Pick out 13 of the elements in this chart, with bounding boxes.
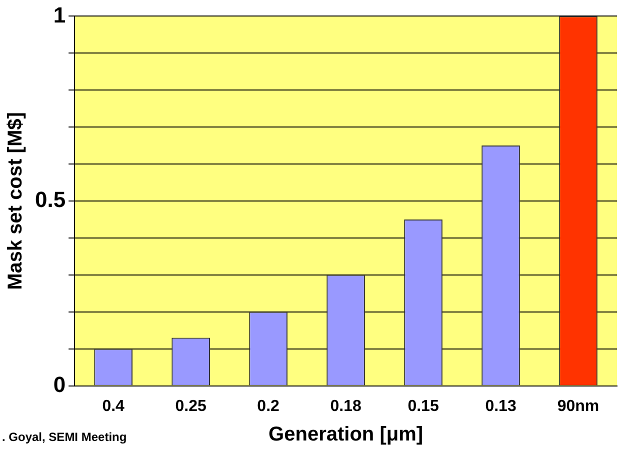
text: . Goyal, SEMI Meeting (2, 430, 127, 444)
y-tick-label: 1 (53, 2, 66, 28)
x-tick-label: 0.15 (408, 398, 439, 415)
y-axis-title: Mask set cost [M$] (4, 112, 27, 290)
x-tick-label: 0.2 (257, 398, 280, 415)
x-tick-label: 0.25 (175, 398, 206, 415)
x-tick-label: 90nm (557, 398, 600, 415)
y-tick-label: 0.5 (34, 187, 66, 212)
x-tick-label: 0.4 (102, 398, 125, 415)
x-axis-title: Generation [μm] (268, 424, 424, 446)
x-tick-label: 0.18 (330, 398, 362, 415)
y-tick-label: 0 (53, 372, 66, 397)
x-tick-label: 0.13 (485, 398, 516, 415)
